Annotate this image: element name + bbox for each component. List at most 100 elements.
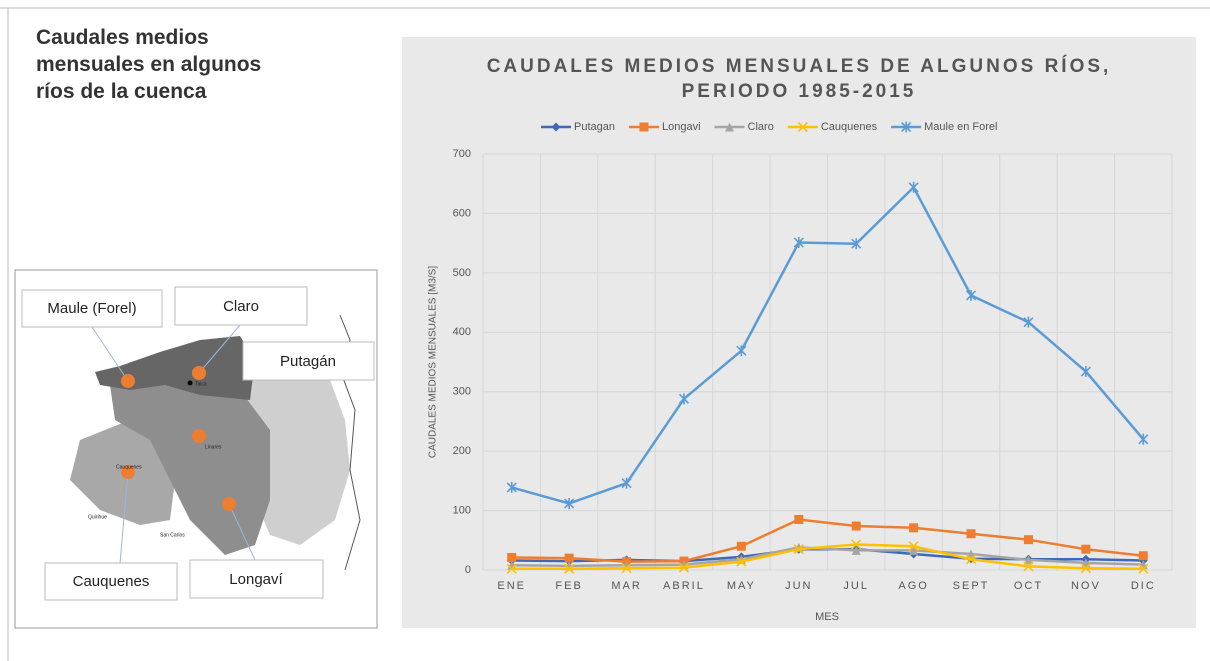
marker	[851, 545, 861, 555]
marker	[1023, 535, 1033, 545]
x-tick-label: MAR	[611, 580, 641, 592]
marker	[639, 122, 649, 132]
label-box	[189, 559, 324, 599]
legend-label: Putagan	[574, 121, 615, 133]
marker	[1023, 316, 1034, 328]
leader-line	[91, 326, 129, 382]
legend-label: Maule en Forel	[924, 121, 997, 133]
marker	[736, 556, 747, 567]
label-box	[174, 286, 308, 326]
marker	[1023, 561, 1034, 572]
station-label: Longaví	[229, 571, 283, 588]
legend-label: Claro	[748, 121, 774, 133]
chart-title: CAUDALES MEDIOS MENSUALES DE ALGUNOS RÍO…	[487, 55, 1112, 77]
map-border	[339, 314, 361, 571]
marker	[909, 523, 919, 533]
label-box	[242, 341, 375, 381]
marker	[901, 121, 912, 133]
place-label: Linares	[205, 444, 222, 450]
marker	[678, 393, 690, 405]
chart-title: PERIODO 1985-2015	[682, 81, 917, 102]
marker	[1138, 563, 1149, 574]
marker	[793, 237, 804, 249]
station-dot	[192, 366, 206, 380]
marker	[797, 121, 808, 133]
marker	[1081, 544, 1091, 554]
leader-line	[228, 503, 256, 561]
y-tick-label: 200	[453, 445, 471, 457]
station-label: Cauquenes	[73, 573, 150, 590]
x-tick-label: FEB	[555, 580, 582, 592]
marker	[966, 529, 976, 539]
station-dot	[222, 497, 236, 511]
series-line	[511, 185, 1145, 505]
marker	[736, 541, 746, 551]
station-label: Claro	[223, 298, 259, 315]
marker	[506, 563, 517, 574]
x-tick-label: NOV	[1071, 580, 1101, 592]
marker	[564, 497, 575, 509]
marker	[1138, 433, 1149, 445]
y-tick-label: 0	[465, 564, 471, 576]
station-dot	[121, 465, 135, 479]
station-dot	[121, 374, 135, 388]
marker	[551, 122, 561, 132]
station-dot	[192, 429, 206, 443]
y-axis-label: CAUDALES MEDIOS MENSUALES [M3/S]	[428, 266, 439, 458]
marker	[506, 481, 517, 493]
x-tick-label: ABRIL	[663, 580, 705, 592]
y-tick-label: 500	[453, 267, 471, 279]
x-tick-label: JUN	[785, 580, 812, 592]
y-tick-label: 600	[453, 207, 471, 219]
place-label: Talca	[195, 381, 207, 387]
label-box	[44, 562, 178, 601]
legend-label: Cauquenes	[821, 121, 878, 133]
marker	[621, 563, 632, 574]
station-label: Maule (Forel)	[47, 300, 136, 317]
leader-line	[119, 471, 129, 564]
marker	[965, 554, 977, 565]
marker	[1080, 366, 1091, 378]
x-tick-label: JUL	[843, 580, 869, 592]
y-tick-label: 100	[453, 504, 471, 516]
marker	[736, 345, 747, 357]
marker	[507, 553, 517, 563]
x-axis-label: MES	[815, 611, 839, 623]
marker	[621, 477, 632, 489]
marker	[564, 553, 574, 563]
marker	[564, 563, 575, 574]
marker	[1138, 551, 1148, 561]
marker	[1023, 555, 1033, 565]
map-region	[95, 336, 255, 400]
marker	[851, 521, 861, 531]
marker	[965, 289, 977, 301]
marker	[908, 541, 919, 552]
legend-label: Longavi	[662, 121, 701, 133]
marker	[909, 545, 919, 555]
x-tick-label: AGO	[898, 580, 928, 592]
x-tick-label: DIC	[1131, 580, 1156, 592]
y-tick-label: 700	[453, 148, 471, 160]
x-tick-label: MAY	[727, 580, 756, 592]
marker	[908, 181, 919, 193]
marker	[678, 562, 690, 573]
series-line	[511, 546, 1144, 568]
slide-heading: Caudales medios mensuales en algunos río…	[36, 26, 262, 103]
marker	[793, 544, 804, 555]
series-line	[511, 518, 1144, 563]
place-label: Cauquenes	[116, 464, 142, 470]
label-box	[21, 289, 163, 328]
city-dot	[187, 380, 193, 386]
place-label: San Carlos	[160, 532, 185, 538]
x-tick-label: ENE	[497, 580, 526, 592]
place-label: Quirihue	[88, 514, 107, 520]
series-line	[511, 543, 1144, 571]
leader-line	[198, 324, 241, 374]
y-tick-label: 400	[453, 326, 471, 338]
x-tick-label: SEPT	[953, 580, 990, 592]
marker	[725, 122, 735, 132]
station-label: Putagán	[280, 353, 336, 370]
y-tick-label: 300	[453, 386, 471, 398]
